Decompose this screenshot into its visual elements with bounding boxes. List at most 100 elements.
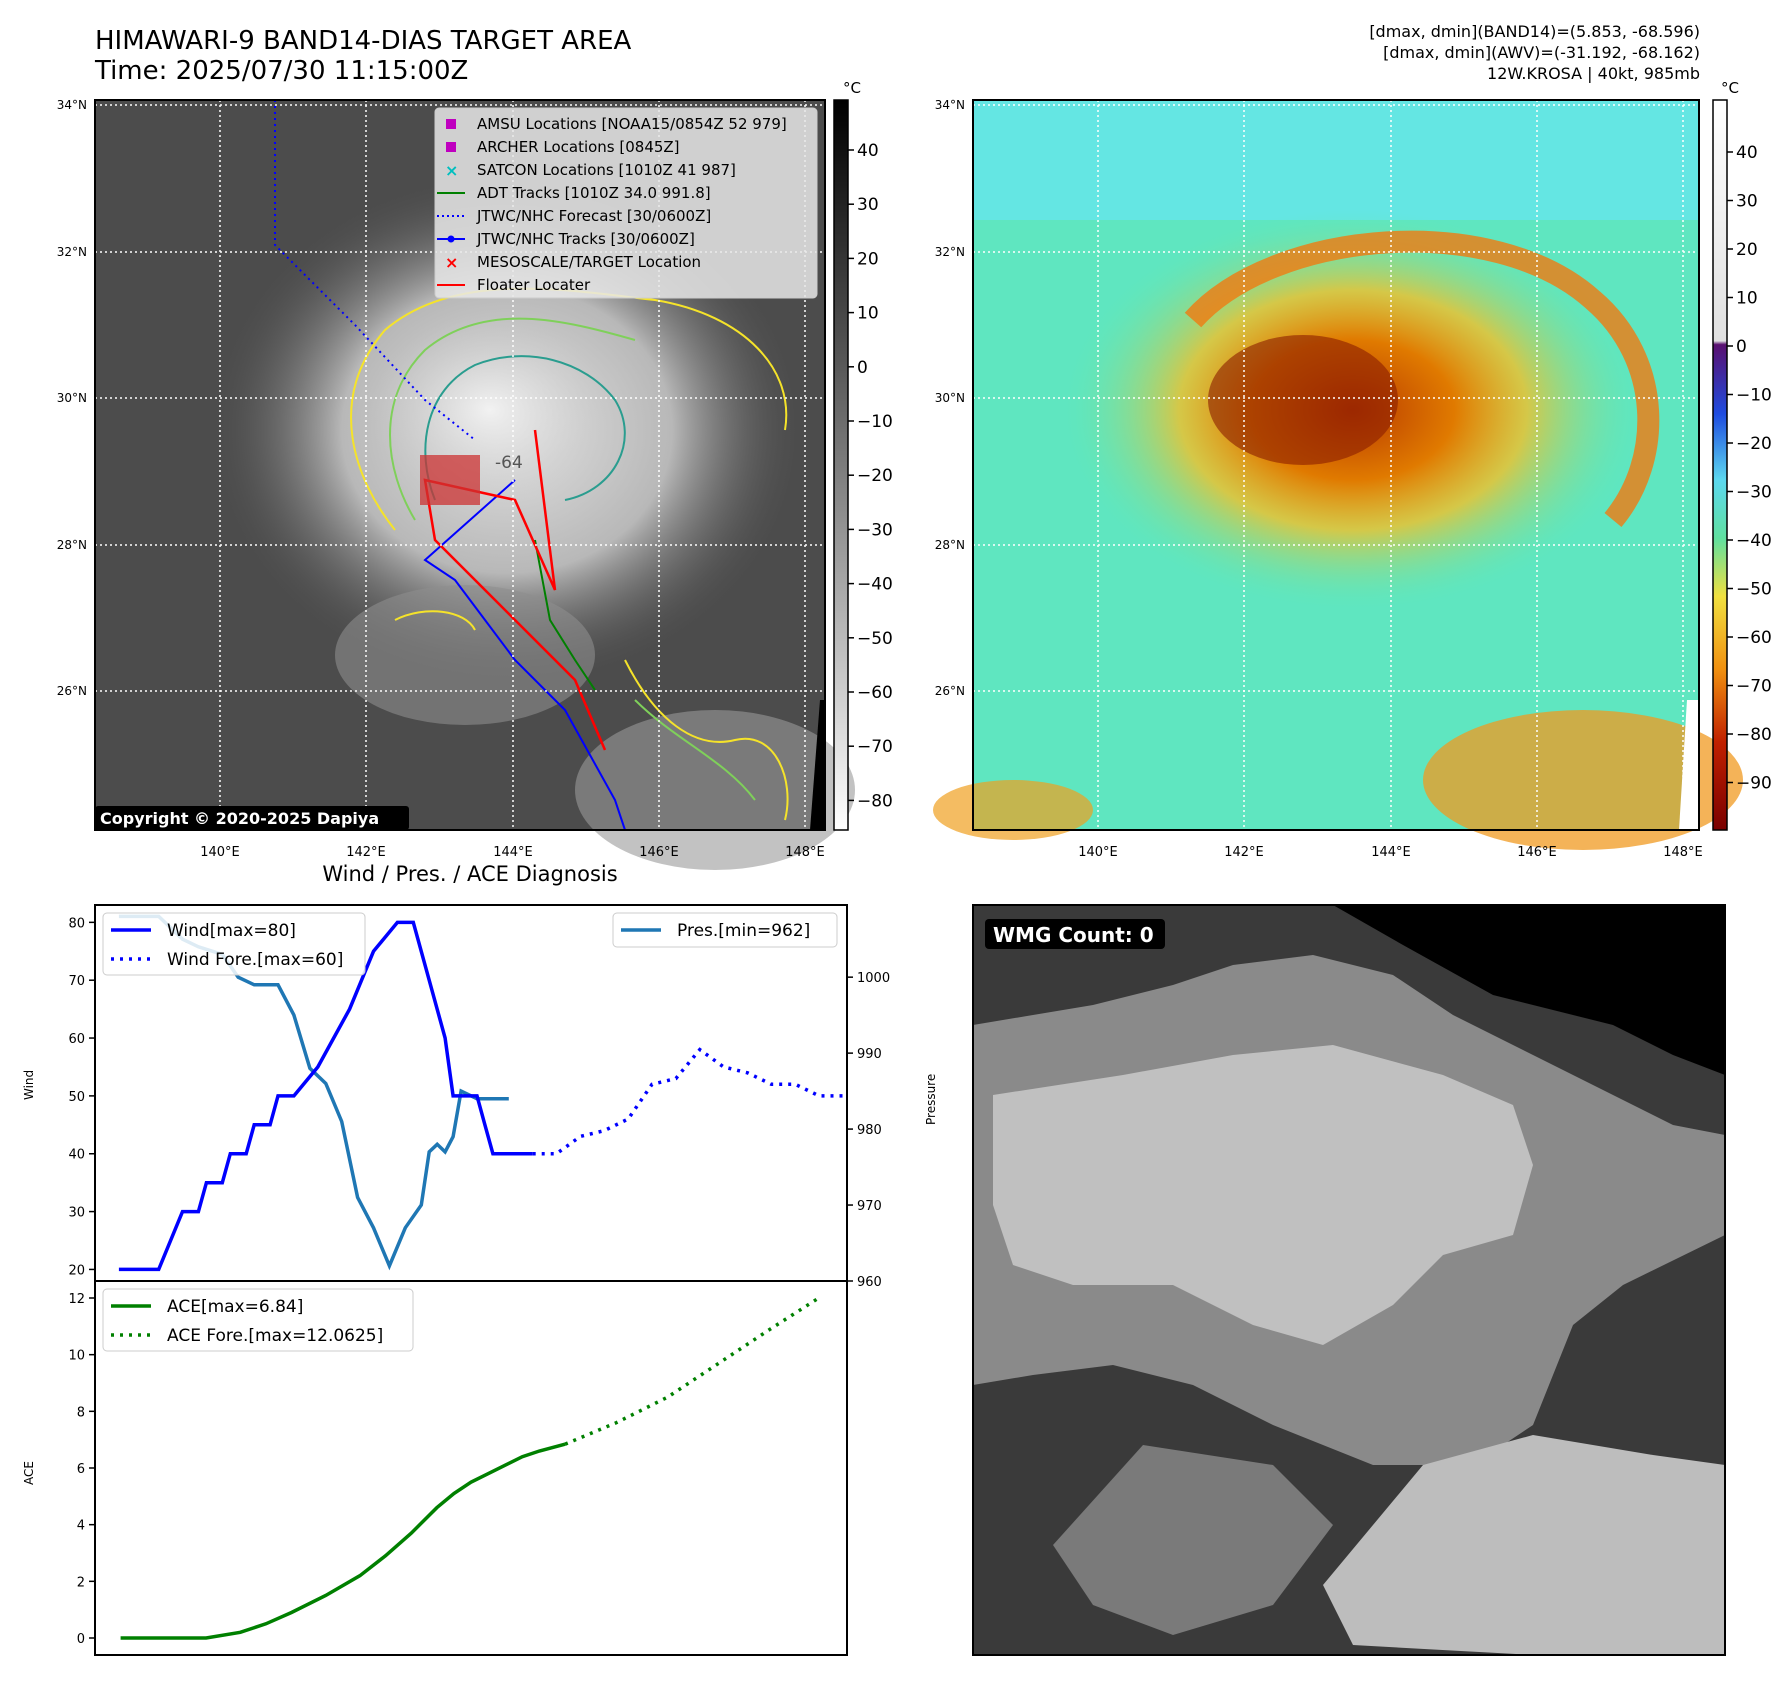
wv-map-frame — [972, 99, 1700, 831]
colorbar-tick-label: 40 — [857, 141, 879, 161]
wind-ytick-label: 50 — [68, 1090, 85, 1105]
colorbar-tick-label: −50 — [857, 629, 893, 649]
colorbar-tick-label: 20 — [857, 249, 879, 269]
lon-tick-label: 148°E — [785, 845, 825, 860]
wind-forecast-line — [532, 1047, 843, 1156]
ace-ytick-label: 6 — [77, 1462, 85, 1477]
lat-tick-label: 28°N — [935, 538, 965, 552]
colorbar-tick-label: −70 — [857, 737, 893, 757]
colorbar-tick-label: 0 — [1736, 337, 1747, 357]
colorbar-tick-label: −50 — [1736, 580, 1772, 600]
colorbar-tick-label: −20 — [857, 466, 893, 486]
wv-colorbar-unit: °C — [1721, 79, 1739, 97]
wmg-frame — [972, 904, 1726, 1656]
target-box — [420, 455, 480, 505]
figure-time: Time: 2025/07/30 11:15:00Z — [95, 56, 469, 86]
pressure-ytick-label: 1000 — [857, 971, 890, 986]
colorbar-tick-label: −70 — [1736, 677, 1772, 697]
colorbar-tick-label: 30 — [857, 195, 879, 215]
ir-lat-labels: 34°N 32°N 30°N 28°N 26°N — [57, 98, 87, 698]
legend-marker-square — [446, 142, 456, 152]
wind-ytick-label: 40 — [68, 1148, 85, 1163]
pressure-ytick-label: 970 — [857, 1199, 882, 1214]
lat-tick-label: 30°N — [57, 391, 87, 405]
lon-tick-label: 146°E — [639, 845, 679, 860]
colorbar-tick-label: −30 — [857, 520, 893, 540]
ace-legend-box — [102, 1288, 414, 1352]
wmg-panel: WMG Count: 0 — [972, 904, 1726, 1656]
wv-map-panel: 34°N 32°N 30°N 28°N 26°N 140°E 142°E 144°E 146°… — [933, 98, 1743, 860]
diagnosis-title: Wind / Pres. / ACE Diagnosis — [322, 862, 618, 886]
wmg-black-region — [1333, 905, 1725, 1075]
wv-spiral-band — [1184, 230, 1660, 528]
jtwc-forecast-track — [274, 100, 476, 441]
ir-map-frame — [94, 99, 826, 831]
ir-lon-labels: 140°E 142°E 144°E 146°E 148°E — [200, 845, 825, 860]
copyright-box — [95, 806, 409, 830]
wmg-count-box — [985, 919, 1165, 949]
colorbar-tick-label: −20 — [1736, 434, 1772, 454]
info-storm: 12W.KROSA | 40kt, 985mb — [1487, 64, 1700, 83]
lat-tick-label: 34°N — [935, 98, 965, 112]
colorbar-tick-label: 10 — [1736, 289, 1758, 309]
ir-colorbar-ramp — [833, 99, 849, 831]
legend-label: MESOSCALE/TARGET Location — [477, 253, 701, 271]
legend-marker-square — [446, 119, 456, 129]
colorbar-tick-label: 0 — [857, 358, 868, 378]
colorbar-tick-label: −90 — [1736, 774, 1772, 794]
colorbar-tick-label: −80 — [1736, 725, 1772, 745]
wmg-gray-southwest — [1053, 1445, 1333, 1635]
wind-legend-label: Wind[max=80] — [167, 921, 296, 941]
wind-legend-box — [102, 912, 366, 976]
legend-marker-dot — [447, 235, 455, 243]
ace-ytick-label: 8 — [77, 1405, 85, 1420]
lon-tick-label: 146°E — [1517, 845, 1557, 860]
wmg-light-southeast — [1323, 1435, 1725, 1655]
wind-line — [118, 920, 533, 1272]
colorbar-tick-label: −80 — [857, 791, 893, 811]
ace-ytick-label: 12 — [68, 1292, 85, 1307]
ir-colorbar-unit: °C — [843, 79, 861, 97]
colorbar-tick-label: −10 — [1736, 386, 1772, 406]
info-band14-range: [dmax, dmin](BAND14)=(5.853, -68.596) — [1369, 22, 1700, 41]
copyright-text: Copyright © 2020-2025 Dapiya — [100, 809, 379, 828]
colorbar-tick-label: −40 — [1736, 531, 1772, 551]
legend-marker-x: × — [445, 161, 458, 180]
pressure-legend-label: Pres.[min=962] — [677, 921, 810, 941]
ir-contour-label: -64 — [495, 453, 523, 473]
ir-storm-core — [370, 315, 610, 505]
wv-colorbar: 40 30 20 10 0 −10 −20 −30 −40 −50 −60 −70 −80 −90 — [1712, 99, 1772, 831]
ace-ytick-label: 0 — [77, 1632, 85, 1647]
lat-tick-label: 28°N — [57, 538, 87, 552]
wv-gridlines — [973, 100, 1699, 830]
wind-ytick-label: 70 — [68, 974, 85, 989]
wind-ytick-label: 60 — [68, 1032, 85, 1047]
ace-forecast-line — [564, 1294, 823, 1446]
wv-lon-labels: 140°E 142°E 144°E 146°E 148°E — [1078, 845, 1703, 860]
lon-tick-label: 148°E — [1663, 845, 1703, 860]
lat-tick-label: 32°N — [935, 245, 965, 259]
ace-ytick-label: 4 — [77, 1519, 85, 1534]
wv-moist-north — [973, 100, 1699, 220]
pressure-ytick-label: 960 — [857, 1275, 882, 1290]
ir-map-panel: -64 AMSU Locations [NOAA15/0854Z 52 979]… — [57, 98, 855, 870]
ir-legend: AMSU Locations [NOAA15/0854Z 52 979] ARCH… — [434, 107, 818, 299]
wind-forecast-legend-label: Wind Fore.[max=60] — [167, 950, 343, 970]
ir-contours — [350, 287, 789, 821]
legend-box — [434, 107, 818, 299]
wind-ytick-label: 30 — [68, 1206, 85, 1221]
ace-ytick-label: 2 — [77, 1575, 85, 1590]
legend-marker-x: × — [445, 253, 458, 272]
figure-title: HIMAWARI-9 BAND14-DIAS TARGET AREA — [95, 26, 632, 56]
lon-tick-label: 144°E — [1371, 845, 1411, 860]
wind-ytick-label: 20 — [68, 1263, 85, 1278]
ir-cloud-band — [335, 585, 595, 725]
wv-dry-core — [1208, 335, 1398, 465]
ace-chart: 0 2 4 6 8 10 12 ACE[max=6.84] ACE Fore.[max=12.… — [68, 1280, 848, 1656]
pressure-ytick-label: 990 — [857, 1047, 882, 1062]
ace-ytick-label: 10 — [68, 1349, 85, 1364]
legend-label: ADT Tracks [1010Z 34.0 991.8] — [477, 184, 711, 202]
ace-legend-label: ACE[max=6.84] — [167, 1297, 303, 1317]
colorbar-tick-label: 20 — [1736, 240, 1758, 260]
pressure-axis-label: Pressure — [924, 1073, 938, 1125]
